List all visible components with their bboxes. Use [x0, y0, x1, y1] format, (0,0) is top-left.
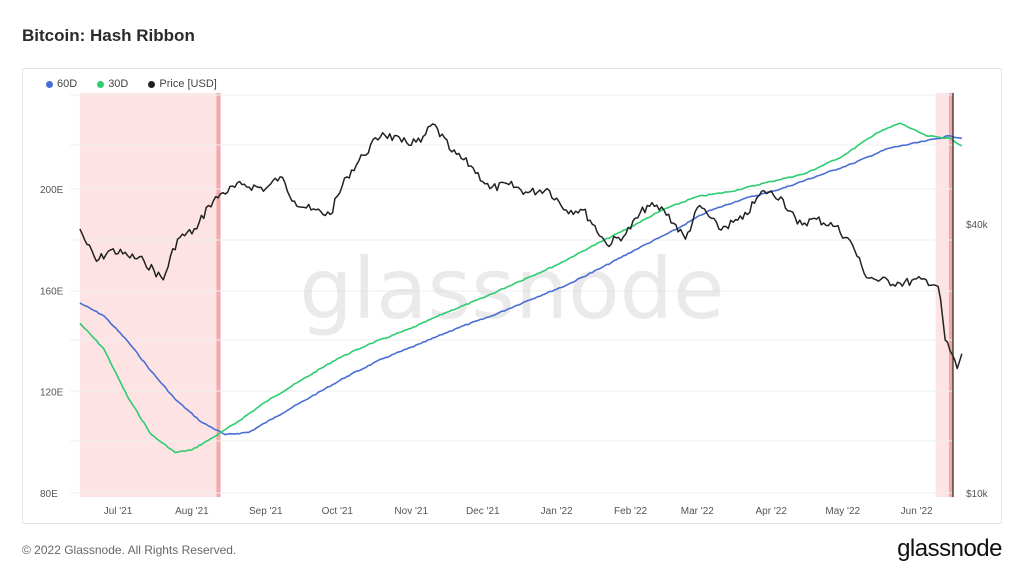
x-tick-label: Jun '22 [901, 506, 933, 517]
x-tick-label: Mar '22 [681, 506, 714, 517]
x-tick-label: Jul '21 [104, 506, 133, 517]
y-right-tick-label: $40k [966, 220, 989, 231]
legend-item-30d[interactable]: 30D [97, 78, 128, 90]
copyright: © 2022 Glassnode. All Rights Reserved. [22, 543, 237, 557]
y-left-tick-label: 80E [40, 489, 58, 500]
x-tick-label: Feb '22 [614, 506, 647, 517]
legend-label-30d: 30D [108, 78, 129, 90]
x-tick-label: Oct '21 [322, 506, 354, 517]
series-30d-line [79, 122, 963, 454]
legend-label-60d: 60D [57, 78, 78, 90]
legend-dot-price [148, 80, 156, 88]
y-right-tick-label: $10k [966, 489, 989, 500]
x-tick-label: Dec '21 [466, 506, 500, 517]
legend-item-price[interactable]: Price [USD] [148, 78, 217, 90]
legend-label-price: Price [USD] [159, 78, 217, 90]
y-left-tick-label: 120E [40, 388, 64, 399]
x-tick-label: Apr '22 [756, 506, 788, 517]
chart-frame [22, 68, 1002, 524]
legend-item-60d[interactable]: 60D [46, 78, 77, 90]
legend-dot-30d [97, 80, 105, 88]
glassnode-logo: glassnode [897, 535, 1002, 562]
series-60d-line [79, 134, 962, 436]
shaded-region-edge-0 [216, 93, 221, 497]
shaded-region-1 [935, 93, 953, 497]
x-tick-label: Jan '22 [541, 506, 573, 517]
y-left-tick-label: 200E [40, 185, 64, 196]
x-tick-label: May '22 [825, 506, 860, 517]
y-left-tick-label: 160E [40, 286, 64, 297]
x-tick-label: Sep '21 [249, 506, 283, 517]
chart-title: Bitcoin: Hash Ribbon [22, 26, 195, 45]
shaded-region-edge-1 [949, 93, 953, 497]
x-tick-label: Nov '21 [394, 506, 428, 517]
watermark: glassnode [299, 240, 724, 338]
legend-dot-60d [46, 80, 53, 88]
x-tick-label: Aug '21 [175, 506, 209, 517]
series-price-line [79, 123, 963, 370]
shaded-region-0 [79, 93, 221, 497]
legend: 60D 30D Price [USD] [46, 78, 217, 90]
